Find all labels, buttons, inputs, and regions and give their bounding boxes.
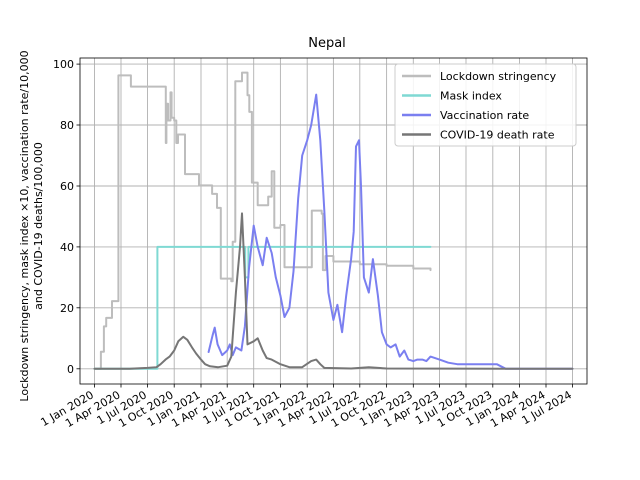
y-tick-label: 80 (60, 119, 74, 132)
legend-label: Vaccination rate (440, 109, 529, 122)
y-axis-label-line-1: Lockdown stringency, mask index ×10, vac… (18, 50, 31, 401)
legend-box (394, 63, 577, 147)
y-tick-label: 60 (60, 180, 74, 193)
series-layer (93, 71, 574, 370)
chart-title: Nepal (308, 36, 346, 51)
legend-label: Lockdown stringency (440, 70, 557, 83)
legend: Lockdown stringency Mask index Vaccination… (394, 63, 577, 147)
series-lockdown-stringency-line (93, 71, 432, 370)
y-tick-label: 100 (53, 58, 74, 71)
legend-label: COVID-19 death rate (440, 129, 555, 142)
legend-label: Mask index (440, 90, 502, 103)
y-tick-label: 40 (60, 241, 74, 254)
y-tick-label: 0 (67, 363, 74, 376)
y-axis-label-line-2: and COVID-19 deaths/100,000 (32, 142, 45, 310)
series-covid-19-death-rate-line (93, 212, 574, 370)
y-tick-label: 20 (60, 302, 74, 315)
y-axis-label: Lockdown stringency, mask index ×10, vac… (18, 50, 45, 401)
